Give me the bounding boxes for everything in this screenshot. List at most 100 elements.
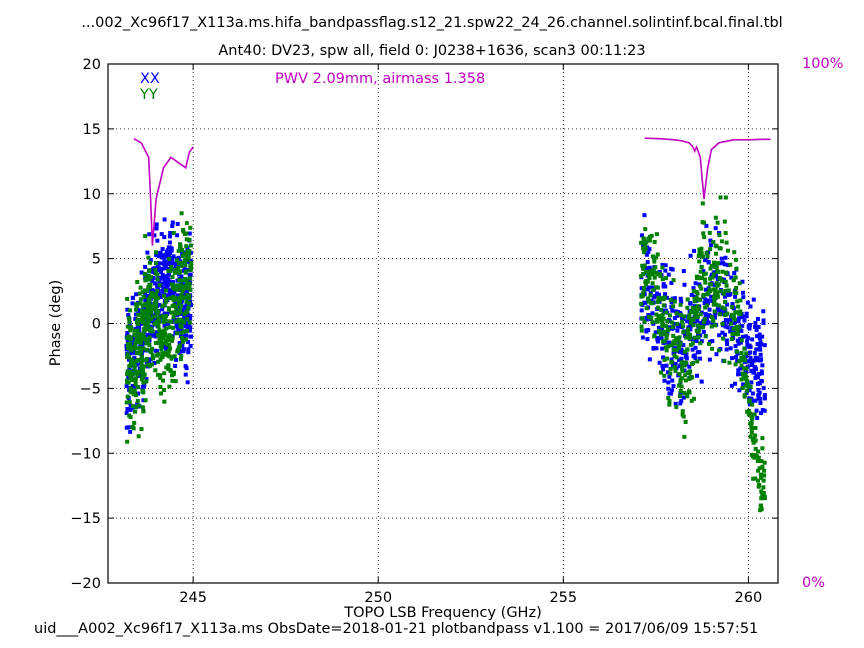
data-point — [743, 370, 748, 375]
data-point — [733, 275, 738, 280]
data-point — [179, 292, 184, 297]
data-point — [138, 301, 143, 306]
data-point — [150, 292, 155, 297]
data-point — [160, 354, 165, 359]
data-point — [677, 372, 682, 377]
data-point — [129, 378, 134, 383]
data-point — [667, 399, 672, 404]
data-point — [166, 307, 171, 312]
data-point — [715, 220, 720, 225]
data-point — [679, 356, 684, 361]
data-point — [739, 338, 744, 343]
data-point — [674, 355, 679, 360]
data-point — [147, 300, 152, 305]
data-point — [728, 329, 733, 334]
data-point — [669, 357, 674, 362]
data-point — [660, 312, 665, 317]
data-point — [727, 292, 732, 297]
data-point — [176, 265, 181, 270]
data-point — [714, 265, 719, 270]
data-point — [127, 413, 132, 418]
data-point — [742, 358, 747, 363]
data-point — [161, 286, 166, 291]
data-point — [167, 260, 172, 265]
data-point — [674, 348, 679, 353]
chart-title: ...002_Xc96f17_X113a.ms.hifa_bandpassfla… — [81, 15, 783, 31]
data-point — [177, 277, 182, 282]
data-point — [680, 319, 685, 324]
data-point — [696, 335, 701, 340]
data-point — [158, 344, 163, 349]
data-point — [750, 402, 755, 407]
data-point — [664, 310, 669, 315]
data-point — [150, 288, 155, 293]
data-point — [751, 476, 756, 481]
data-point — [712, 260, 717, 265]
data-point — [724, 240, 729, 245]
data-point — [135, 385, 140, 390]
data-point — [143, 264, 148, 269]
data-point — [745, 359, 750, 364]
data-point — [736, 332, 741, 337]
data-point — [666, 380, 671, 385]
data-point — [678, 393, 683, 398]
data-point — [655, 252, 660, 257]
data-point — [709, 272, 714, 277]
data-point — [155, 238, 160, 243]
data-point — [725, 302, 730, 307]
y-axis-label: Phase (deg) — [48, 279, 64, 367]
data-point — [698, 325, 703, 330]
data-point — [174, 357, 179, 362]
data-point — [643, 227, 648, 232]
data-point — [748, 344, 753, 349]
data-point — [164, 266, 169, 271]
data-point — [672, 299, 677, 304]
data-point — [723, 299, 728, 304]
data-point — [125, 324, 130, 329]
data-point — [672, 316, 677, 321]
data-point — [172, 283, 177, 288]
data-point — [705, 298, 710, 303]
data-point — [670, 378, 675, 383]
data-point — [141, 409, 146, 414]
data-point — [750, 399, 755, 404]
data-point — [733, 257, 738, 262]
data-point — [651, 267, 656, 272]
data-point — [686, 389, 691, 394]
data-point — [697, 251, 702, 256]
data-point — [761, 318, 766, 323]
data-point — [139, 360, 144, 365]
data-point — [691, 309, 696, 314]
data-point — [170, 275, 175, 280]
data-point — [173, 287, 178, 292]
data-point — [758, 400, 763, 405]
data-point — [158, 375, 163, 380]
data-point — [150, 269, 155, 274]
data-point — [185, 280, 190, 285]
data-point — [147, 260, 152, 265]
data-point — [654, 317, 659, 322]
data-point — [661, 303, 666, 308]
data-point — [652, 334, 657, 339]
data-point — [736, 304, 741, 309]
data-point — [133, 409, 138, 414]
data-point — [164, 288, 169, 293]
data-point — [128, 429, 133, 434]
data-point — [744, 354, 749, 359]
data-point — [734, 290, 739, 295]
data-point — [760, 446, 765, 451]
data-point — [728, 262, 733, 267]
data-point — [167, 325, 172, 330]
data-point — [721, 336, 726, 341]
data-point — [688, 253, 693, 258]
data-point — [143, 323, 148, 328]
data-point — [133, 376, 138, 381]
data-point — [741, 366, 746, 371]
data-point — [187, 301, 192, 306]
data-point — [642, 286, 647, 291]
data-point — [659, 336, 664, 341]
data-point — [150, 346, 155, 351]
data-point — [647, 357, 652, 362]
data-point — [698, 269, 703, 274]
data-point — [162, 371, 167, 376]
